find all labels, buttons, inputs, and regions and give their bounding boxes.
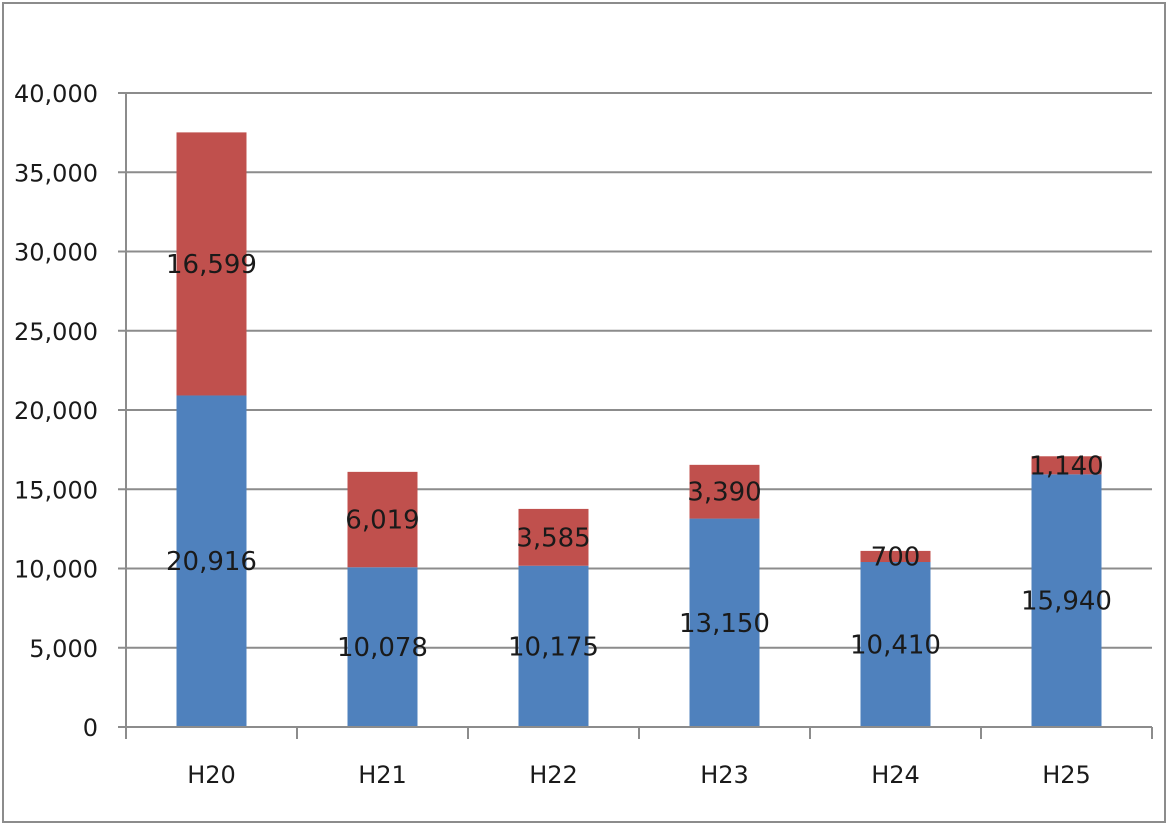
- bar-segment-bottom: [518, 565, 589, 727]
- y-tick-label: 40,000: [14, 80, 98, 108]
- y-tick-label: 0: [83, 714, 98, 742]
- y-tick-label: 10,000: [14, 556, 98, 584]
- axes: [118, 92, 1153, 739]
- bar-segment-top: [176, 132, 247, 396]
- data-label-bottom: 15,940: [1021, 587, 1112, 617]
- data-label-bottom: 13,150: [679, 609, 770, 639]
- y-axis-tick-labels: 0 5,000 10,000 15,000 20,000 25,000 30,000 35,0…: [14, 80, 98, 742]
- x-axis-category-labels: H20 H21 H22 H23 H24 H25: [187, 761, 1091, 789]
- data-label-top: 3,585: [516, 523, 590, 553]
- y-tick-label: 15,000: [14, 476, 98, 504]
- data-label-top: 1,140: [1029, 451, 1103, 481]
- data-label-bottom: 10,175: [508, 632, 599, 662]
- data-label-top: 16,599: [166, 250, 257, 280]
- y-tick-label: 5,000: [29, 635, 98, 663]
- data-label-top: 6,019: [345, 506, 419, 536]
- bar-segment-bottom: [860, 562, 931, 727]
- x-category-label: H23: [700, 761, 749, 789]
- y-tick-label: 20,000: [14, 397, 98, 425]
- gridlines: [126, 92, 1152, 649]
- data-label-bottom: 20,916: [166, 547, 257, 577]
- bar-segment-top: [347, 471, 418, 568]
- y-tick-label: 25,000: [14, 318, 98, 346]
- x-category-label: H20: [187, 761, 236, 789]
- bars: [176, 132, 1102, 727]
- data-label-bottom: 10,410: [850, 631, 941, 661]
- data-label-top: 700: [871, 542, 921, 572]
- bar-segment-bottom: [689, 518, 760, 727]
- x-category-label: H22: [529, 761, 578, 789]
- data-labels: 20,916 16,599 10,078 6,019 10,175 3,585 13,150…: [166, 250, 1112, 663]
- x-category-label: H25: [1042, 761, 1091, 789]
- bar-segment-top: [518, 508, 589, 566]
- x-category-label: H21: [358, 761, 407, 789]
- bar-segment-top: [860, 550, 931, 563]
- data-label-bottom: 10,078: [337, 633, 428, 663]
- data-label-top: 3,390: [687, 478, 761, 508]
- bar-segment-bottom: [176, 395, 247, 727]
- bar-segment-bottom: [347, 567, 418, 727]
- x-category-label: H24: [871, 761, 920, 789]
- bar-segment-top: [689, 464, 760, 519]
- y-tick-label: 35,000: [14, 159, 98, 187]
- bar-segment-bottom: [1031, 474, 1102, 727]
- bar-segment-top: [1031, 456, 1102, 475]
- y-tick-label: 30,000: [14, 239, 98, 267]
